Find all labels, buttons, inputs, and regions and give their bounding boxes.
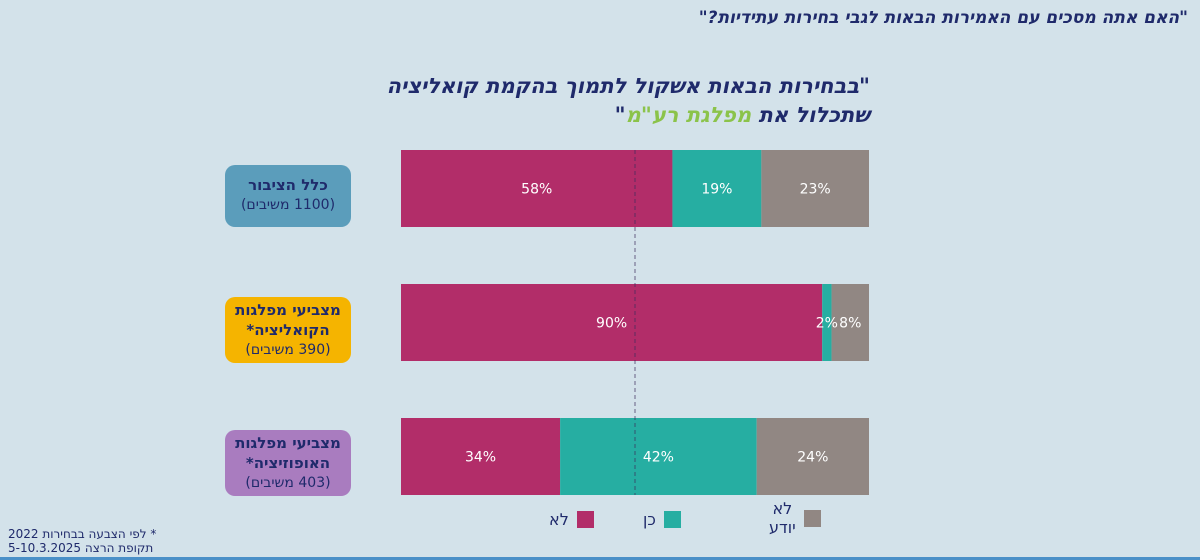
- group-name: כלל הציבור: [248, 176, 328, 194]
- data-label-dont-know-2: 24%: [797, 450, 828, 466]
- title-line-1: "בבחירות הבאות אשקול לתמוך בהקמת קואליצי…: [386, 74, 870, 98]
- footnote: * לפי הצבעה בבחירות 2022 תקופת הרצה 5-10…: [8, 527, 156, 555]
- title-line-2-suffix: ": [614, 103, 626, 127]
- bar-segment-no-1: [401, 284, 823, 361]
- data-label-yes-1: 2%: [816, 316, 838, 332]
- bar-segment-no-0: [401, 150, 673, 227]
- legend-swatch: [663, 511, 681, 528]
- group-label-opposition-voters: מצביעי מפלגות האופוזיציה* (403 משיבים): [225, 430, 351, 496]
- bar-segment-yes-0: [672, 150, 762, 227]
- bar-segment-dont-know-1: [831, 284, 869, 361]
- legend-item-dont-know: לא יודע: [769, 499, 821, 537]
- title-highlight: מפלגת רע"מ: [625, 103, 752, 127]
- group-count: (390 משיבים): [245, 342, 331, 358]
- bottom-divider: [0, 557, 1200, 560]
- data-label-dont-know-1: 8%: [839, 316, 861, 332]
- data-label-yes-2: 42%: [643, 450, 674, 466]
- chart-title: "בבחירות הבאות אשקול לתמוך בהקמת קואליצי…: [387, 72, 870, 130]
- footnote-line-2: תקופת הרצה 5-10.3.2025: [8, 541, 154, 555]
- bar-segment-yes-2: [560, 418, 757, 495]
- legend-label: לא יודע: [769, 499, 796, 537]
- footnote-line-1: * לפי הצבעה בבחירות 2022: [8, 527, 157, 541]
- legend-swatch: [576, 511, 594, 528]
- legend-item-yes: כן: [643, 510, 681, 529]
- group-label-coalition-voters: מצביעי מפלגות הקואליציה* (390 משיבים): [225, 297, 351, 363]
- data-label-no-1: 90%: [596, 316, 627, 332]
- data-label-no-0: 58%: [521, 182, 552, 198]
- legend-item-no: לא: [549, 510, 594, 529]
- legend-swatch: [803, 509, 821, 527]
- bar-segment-dont-know-0: [761, 150, 869, 227]
- bar-segment-yes-1: [822, 284, 832, 361]
- legend-label: לא: [549, 510, 569, 529]
- group-label-general-public: כלל הציבור (1100 משיבים): [225, 165, 351, 227]
- legend-label: כן: [643, 510, 656, 529]
- bar-segment-dont-know-2: [756, 418, 869, 495]
- data-label-yes-0: 19%: [701, 182, 732, 198]
- title-line-2: שתכלול את מפלגת רע"מ": [387, 101, 870, 130]
- group-count: (403 משיבים): [245, 475, 331, 491]
- data-label-no-2: 34%: [465, 450, 496, 466]
- group-count: (1100 משיבים): [240, 197, 336, 213]
- title-line-2-prefix: שתכלול את: [751, 103, 870, 127]
- data-label-dont-know-0: 23%: [800, 182, 831, 198]
- group-name: מצביעי מפלגות האופוזיציה*: [235, 434, 341, 472]
- survey-question: "האם אתה מסכים עם האמירות הבאות לגבי בחי…: [698, 8, 1188, 28]
- bar-segment-no-2: [401, 418, 561, 495]
- group-name: מצביעי מפלגות הקואליציה*: [235, 301, 341, 339]
